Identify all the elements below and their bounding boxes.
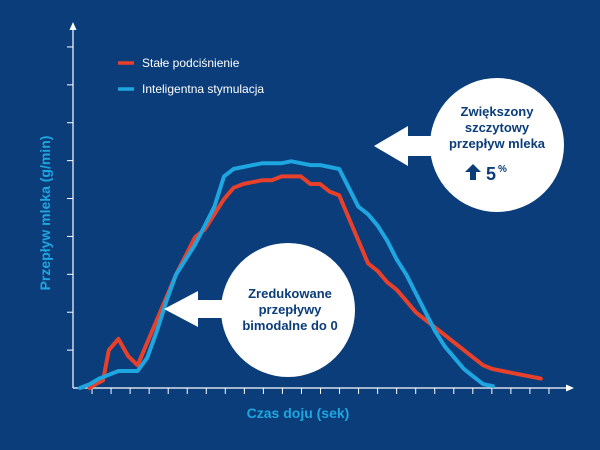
x-axis-title: Czas doju (sek) — [247, 405, 350, 421]
legend-label: Stałe podciśnienie — [142, 56, 240, 70]
series-layer — [78, 159, 543, 390]
series-line-stale-podcisnienie — [87, 174, 543, 390]
callout-bimodal: Zredukowane przepływy bimodalne do 0 — [164, 243, 355, 377]
series-line-inteligentna-stymulacja — [78, 159, 495, 390]
x-ticks — [91, 388, 550, 394]
arrow-left-icon — [374, 126, 432, 166]
y-axis-title: Przepływ mleka (g/min) — [37, 136, 53, 291]
callout-circle — [221, 243, 355, 377]
legend-item-inteligentna-stymulacja: Inteligentna stymulacja — [118, 82, 264, 96]
callout-circle — [430, 78, 564, 212]
callout-peak-flow: Zwiększony szczytowy przepływ mleka 5 % — [374, 78, 564, 212]
legend: Stałe podciśnienie Inteligentna stymulac… — [118, 56, 264, 96]
callout-percent-value: 5 — [486, 164, 496, 184]
legend-item-stale-podcisnienie: Stałe podciśnienie — [118, 56, 240, 70]
callout-line: Zredukowane — [248, 286, 332, 301]
x-axis-arrow-icon — [566, 384, 574, 392]
callout-line: przepływ mleka — [449, 136, 546, 151]
callout-percent-sign: % — [498, 164, 507, 175]
callout-line: Zwiększony — [461, 104, 535, 119]
axes — [67, 22, 574, 394]
legend-label: Inteligentna stymulacja — [142, 82, 264, 96]
arrow-left-icon — [164, 291, 226, 327]
y-ticks — [67, 46, 73, 351]
y-axis-arrow-icon — [69, 22, 77, 30]
callout-line: przepływy — [259, 302, 323, 317]
arrow-up-icon — [465, 164, 481, 180]
callout-line: bimodalne do 0 — [242, 318, 337, 333]
callout-line: szczytowy — [465, 120, 530, 135]
